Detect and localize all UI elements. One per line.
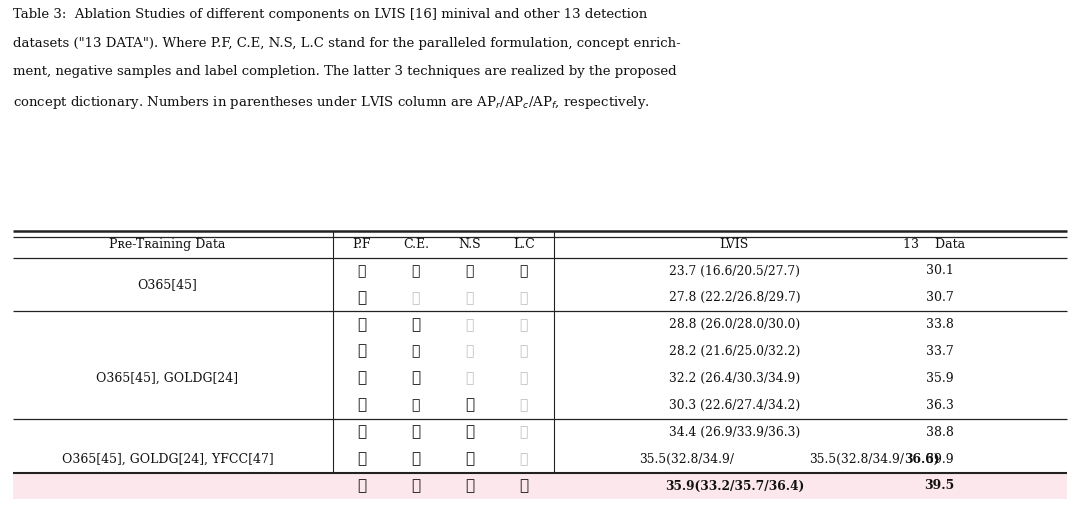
Text: ✗: ✗ xyxy=(519,372,528,385)
Text: 35.5(32.8/34.9/36.6): 35.5(32.8/34.9/36.6) xyxy=(671,453,798,465)
Text: ✓: ✓ xyxy=(465,479,474,493)
Text: 35.9(33.2/35.7/36.4): 35.9(33.2/35.7/36.4) xyxy=(665,480,804,492)
Text: Data: Data xyxy=(923,238,966,250)
Text: O365[45]: O365[45] xyxy=(137,278,198,291)
Text: ✗: ✗ xyxy=(411,264,420,278)
Text: ✓: ✓ xyxy=(357,479,366,493)
Text: P.F: P.F xyxy=(352,238,372,250)
Text: ✗: ✗ xyxy=(465,345,474,358)
Text: ✗: ✗ xyxy=(465,318,474,332)
Text: 30.3 (22.6/27.4/34.2): 30.3 (22.6/27.4/34.2) xyxy=(669,399,800,412)
Text: 35.5(32.8/34.9/: 35.5(32.8/34.9/ xyxy=(810,453,905,465)
Text: ✓: ✓ xyxy=(357,372,366,385)
Text: 35.9: 35.9 xyxy=(926,372,954,385)
Text: ✓: ✓ xyxy=(357,291,366,305)
Text: 23.7 (16.6/20.5/27.7): 23.7 (16.6/20.5/27.7) xyxy=(669,265,800,277)
Text: ✗: ✗ xyxy=(519,318,528,332)
Text: ✗: ✗ xyxy=(519,264,528,278)
Text: 30.1: 30.1 xyxy=(926,265,954,277)
Text: ✗: ✗ xyxy=(465,291,474,305)
Text: L.C: L.C xyxy=(513,238,535,250)
Text: Pʀe-Tʀaining Data: Pʀe-Tʀaining Data xyxy=(109,238,226,250)
Text: 35.5(32.8/34.9/: 35.5(32.8/34.9/ xyxy=(639,453,734,465)
Text: 13: 13 xyxy=(903,238,923,250)
Text: N.S: N.S xyxy=(459,238,481,250)
Text: ✓: ✓ xyxy=(465,399,474,412)
Text: ment, negative samples and label completion. The latter 3 techniques are realize: ment, negative samples and label complet… xyxy=(13,65,676,79)
Text: ✓: ✓ xyxy=(465,452,474,466)
Text: ✗: ✗ xyxy=(465,264,474,278)
Text: ✗: ✗ xyxy=(519,345,528,358)
Text: 35.5(32.8/34.9/36.6): 35.5(32.8/34.9/36.6) xyxy=(671,453,798,465)
Text: ✗: ✗ xyxy=(411,399,420,412)
Text: ✓: ✓ xyxy=(411,479,420,493)
Text: ✓: ✓ xyxy=(357,425,366,439)
Text: O365[45], GOLDG[24]: O365[45], GOLDG[24] xyxy=(96,372,239,385)
Text: ✓: ✓ xyxy=(411,425,420,439)
Text: ✓: ✓ xyxy=(519,479,528,493)
Text: ✓: ✓ xyxy=(357,399,366,412)
Text: C.E.: C.E. xyxy=(403,238,429,250)
Text: ✓: ✓ xyxy=(357,345,366,358)
Text: 27.8 (22.2/26.8/29.7): 27.8 (22.2/26.8/29.7) xyxy=(669,292,800,304)
Text: ✓: ✓ xyxy=(357,452,366,466)
Text: 36.3: 36.3 xyxy=(926,399,954,412)
Text: 36.6): 36.6) xyxy=(905,453,940,465)
Text: 30.7: 30.7 xyxy=(926,292,954,304)
Text: 39.9: 39.9 xyxy=(926,453,954,465)
Text: 39.5: 39.5 xyxy=(924,480,955,492)
Text: ✗: ✗ xyxy=(519,425,528,439)
Text: O365[45], GOLDG[24], YFCC[47]: O365[45], GOLDG[24], YFCC[47] xyxy=(62,453,273,465)
Text: LVIS: LVIS xyxy=(719,238,750,250)
Text: ✗: ✗ xyxy=(519,452,528,466)
Text: 28.8 (26.0/28.0/30.0): 28.8 (26.0/28.0/30.0) xyxy=(669,318,800,331)
Text: 38.8: 38.8 xyxy=(926,426,954,439)
Text: ✗: ✗ xyxy=(519,399,528,412)
Text: concept dictionary. Numbers in parentheses under LVIS column are AP$_r$/AP$_c$/A: concept dictionary. Numbers in parenthes… xyxy=(13,94,650,112)
Text: ✗: ✗ xyxy=(465,372,474,385)
Text: ✓: ✓ xyxy=(411,452,420,466)
Text: ✗: ✗ xyxy=(411,345,420,358)
Text: ✗: ✗ xyxy=(519,291,528,305)
Text: 33.7: 33.7 xyxy=(926,345,954,358)
Text: ✗: ✗ xyxy=(411,291,420,305)
Text: 32.2 (26.4/30.3/34.9): 32.2 (26.4/30.3/34.9) xyxy=(669,372,800,385)
Text: ✓: ✓ xyxy=(411,372,420,385)
Text: ✓: ✓ xyxy=(411,318,420,332)
Text: 28.2 (21.6/25.0/32.2): 28.2 (21.6/25.0/32.2) xyxy=(669,345,800,358)
Text: 34.4 (26.9/33.9/36.3): 34.4 (26.9/33.9/36.3) xyxy=(669,426,800,439)
Text: 33.8: 33.8 xyxy=(926,318,954,331)
Text: ✓: ✓ xyxy=(465,425,474,439)
Text: datasets ("13 DATA"). Where P.F, C.E, N.S, L.C stand for the paralleled formulat: datasets ("13 DATA"). Where P.F, C.E, N.… xyxy=(13,37,680,50)
Bar xyxy=(13,473,1067,499)
Text: Table 3:  Ablation Studies of different components on LVIS [16] minival and othe: Table 3: Ablation Studies of different c… xyxy=(13,8,647,21)
Text: ✓: ✓ xyxy=(357,318,366,332)
Text: ✗: ✗ xyxy=(357,264,366,278)
